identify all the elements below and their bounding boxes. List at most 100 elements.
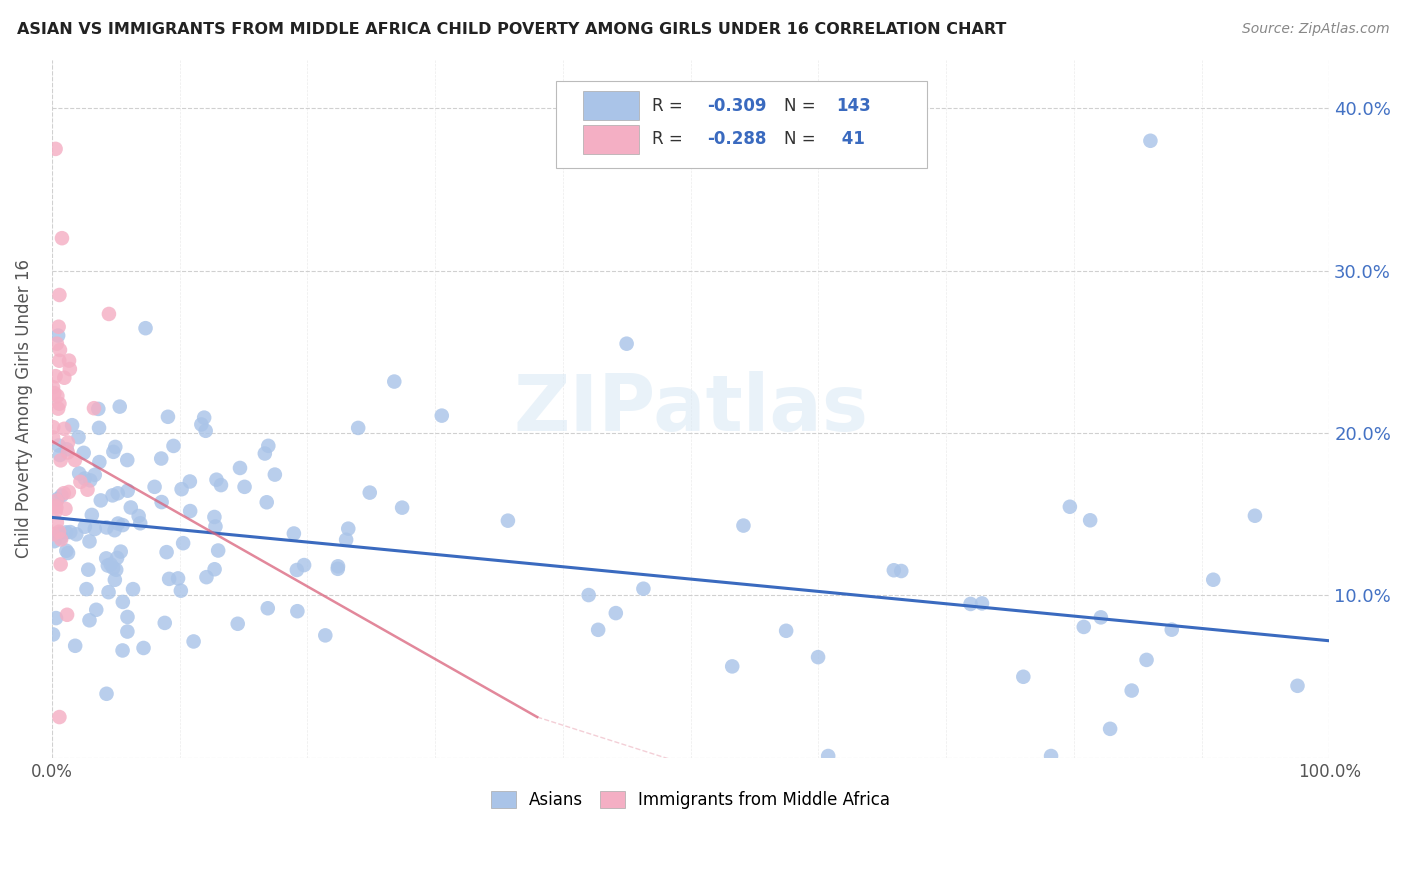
Point	[195, 570, 218, 584]
Point	[1121, 683, 1143, 698]
Point	[156, 409, 179, 424]
Point	[49, 558, 72, 572]
Point	[76, 582, 98, 596]
Point	[1160, 623, 1182, 637]
Point	[193, 410, 215, 425]
Point	[63, 639, 86, 653]
Point	[128, 508, 150, 523]
Point	[257, 439, 280, 453]
Point	[87, 421, 110, 435]
Text: 41: 41	[837, 130, 865, 148]
Point	[117, 610, 139, 624]
Point	[58, 485, 80, 500]
Point	[807, 650, 830, 665]
Point	[179, 504, 201, 518]
Point	[45, 493, 67, 508]
FancyBboxPatch shape	[557, 80, 927, 168]
Point	[52, 486, 75, 500]
Point	[60, 418, 83, 433]
Point	[105, 563, 128, 577]
Point	[105, 550, 128, 565]
Point	[48, 288, 70, 302]
Point	[101, 488, 124, 502]
Point	[104, 440, 127, 454]
Point	[63, 453, 86, 467]
Point	[616, 336, 638, 351]
Point	[103, 445, 125, 459]
Point	[153, 615, 176, 630]
Point	[56, 607, 79, 622]
Point	[162, 439, 184, 453]
Point	[256, 601, 278, 615]
Point	[382, 375, 405, 389]
Point	[253, 446, 276, 460]
Point	[42, 527, 65, 541]
Point	[49, 533, 72, 547]
Point	[183, 634, 205, 648]
Point	[55, 543, 77, 558]
Point	[496, 514, 519, 528]
Point	[96, 687, 118, 701]
Point	[56, 445, 79, 459]
Point	[80, 508, 103, 522]
Point	[578, 588, 600, 602]
Point	[172, 536, 194, 550]
Point	[55, 525, 77, 540]
Point	[150, 451, 173, 466]
Point	[256, 495, 278, 509]
Point	[117, 624, 139, 639]
Point	[117, 483, 139, 498]
Point	[135, 321, 157, 335]
Point	[586, 623, 609, 637]
Point	[337, 522, 360, 536]
Point	[53, 370, 76, 384]
Point	[46, 389, 69, 403]
Point	[179, 475, 201, 489]
Point	[83, 522, 105, 536]
Point	[58, 353, 80, 368]
Point	[194, 424, 217, 438]
Point	[107, 486, 129, 500]
Text: R =: R =	[652, 130, 688, 148]
Point	[1099, 722, 1122, 736]
Point	[45, 516, 67, 530]
Text: N =: N =	[783, 130, 821, 148]
Point	[326, 562, 349, 576]
Point	[45, 336, 67, 351]
Point	[83, 401, 105, 416]
Text: 143: 143	[837, 96, 870, 115]
Point	[45, 500, 67, 515]
Point	[56, 435, 79, 450]
Point	[49, 453, 72, 467]
Point	[120, 500, 142, 515]
Point	[51, 489, 73, 503]
Point	[45, 142, 67, 156]
Point	[970, 596, 993, 610]
Point	[103, 561, 125, 575]
Point	[285, 563, 308, 577]
Legend: Asians, Immigrants from Middle Africa: Asians, Immigrants from Middle Africa	[484, 784, 897, 815]
Point	[1139, 134, 1161, 148]
Point	[49, 531, 72, 545]
Point	[42, 430, 65, 444]
Point	[73, 520, 96, 534]
Point	[104, 573, 127, 587]
Point	[391, 500, 413, 515]
Point	[49, 343, 72, 357]
Point	[292, 558, 315, 572]
Point	[335, 533, 357, 547]
Point	[170, 482, 193, 496]
Point	[48, 353, 70, 368]
Point	[359, 485, 381, 500]
Point	[76, 483, 98, 497]
Point	[48, 526, 70, 541]
Point	[430, 409, 453, 423]
FancyBboxPatch shape	[583, 125, 640, 153]
Point	[207, 543, 229, 558]
Point	[100, 558, 122, 572]
Point	[817, 749, 839, 764]
Point	[44, 386, 66, 401]
Point	[59, 525, 82, 540]
Point	[633, 582, 655, 596]
Point	[42, 380, 65, 394]
